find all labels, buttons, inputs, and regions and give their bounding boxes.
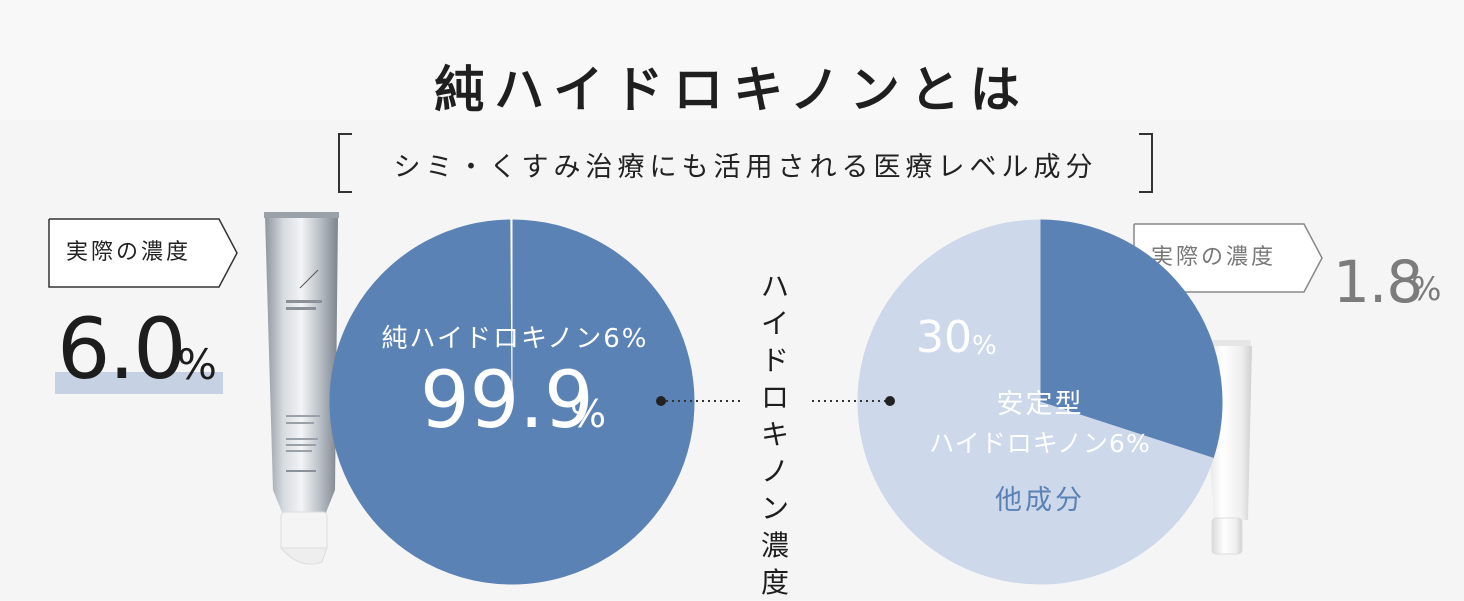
pie-chart-right [857, 219, 1223, 585]
center-vertical-label: ハイドロキノン濃度 [760, 270, 789, 599]
subtitle: シミ・くすみ治療にも活用される医療レベル成分 [393, 152, 1098, 183]
left-concentration-unit: % [177, 340, 217, 389]
subtitle-box: シミ・くすみ治療にも活用される医療レベル成分 [338, 133, 1153, 193]
left-concentration-highlight [55, 372, 223, 394]
connector-right [812, 396, 895, 406]
connector-left [656, 396, 742, 406]
right-slice-value: 30 [916, 312, 972, 363]
right-slice-label-line1: 安定型 [996, 389, 1084, 420]
left-pie-value: 99.9 [420, 356, 594, 446]
left-concentration-value: 6.0 [57, 300, 187, 398]
pie-slice [510, 219, 513, 403]
left-tag-label: 実際の濃度 [66, 240, 192, 265]
right-concentration-unit: % [1411, 270, 1442, 308]
tag-arrow-shape [48, 218, 238, 288]
page-title: 純ハイドロキノンとは [434, 61, 1030, 119]
left-pie-label: 純ハイドロキノン6% [381, 324, 649, 354]
right-concentration-value: 1.8 [1333, 248, 1423, 316]
silver-cream-tube [264, 212, 339, 565]
left-pie-unit: % [570, 392, 607, 436]
right-concentration-tag: 実際の濃度 [1133, 223, 1323, 293]
right-tag-label: 実際の濃度 [1151, 245, 1277, 270]
right-slice-unit: % [972, 331, 997, 361]
right-rest-label: 他成分 [995, 485, 1085, 516]
bracket-left [338, 133, 352, 193]
pie-slice [1039, 219, 1223, 459]
right-slice-label-line2: ハイドロキノン6% [929, 429, 1151, 458]
left-concentration-tag: 実際の濃度 [48, 218, 238, 288]
pie-chart-left [329, 219, 695, 585]
bracket-right [1139, 133, 1153, 193]
pie-slice [857, 219, 1214, 585]
